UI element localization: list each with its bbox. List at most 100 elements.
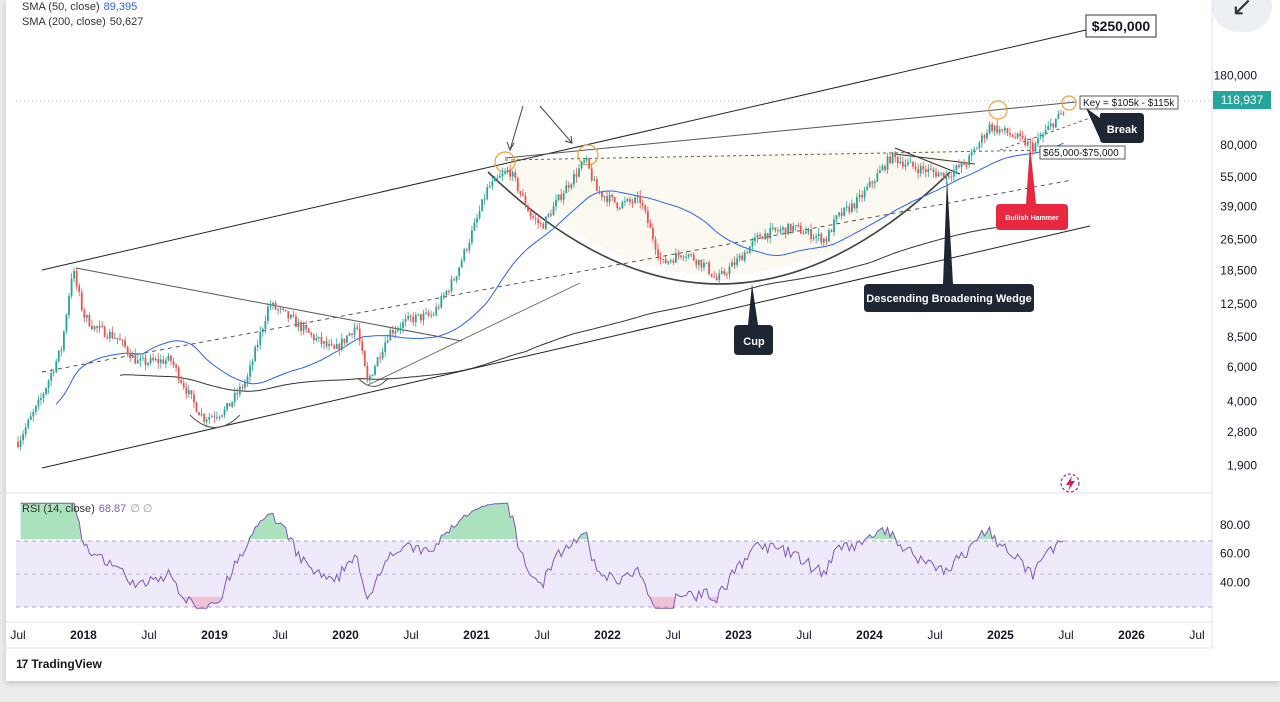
candle-body [170, 355, 172, 361]
candle-body [363, 350, 366, 367]
candle-body [1034, 143, 1037, 152]
candle-body [983, 135, 986, 139]
candle-body [509, 169, 512, 177]
candle-body [664, 258, 667, 264]
candle-body [32, 411, 35, 417]
candle-body [182, 382, 185, 388]
key-label: Key = $105k - $115k [1083, 98, 1175, 109]
candle-body [708, 262, 710, 274]
candle-body [473, 222, 476, 231]
candle-body [437, 307, 440, 309]
candle-body [1006, 128, 1009, 134]
chart-canvas[interactable]: $250,000 Key = $105k - $115k Break $65,0… [6, 0, 1280, 681]
rsi-legend[interactable]: RSI (14, close) 68.87 ∅ ∅ [22, 502, 153, 515]
time-tick-label: 2020 [332, 628, 359, 642]
sma50-legend[interactable]: SMA (50, close) 89,395 [22, 1, 137, 13]
candle-body [863, 189, 866, 198]
candle-body [369, 376, 371, 381]
candle-body [952, 170, 955, 177]
candle-body [771, 227, 774, 229]
candle-body [1049, 123, 1052, 127]
price-tick-label: 180,000 [1214, 69, 1258, 83]
target-box [1085, 14, 1157, 38]
candle-body [404, 318, 407, 322]
candle-body [175, 365, 177, 368]
candle-body [613, 196, 616, 203]
candle-body [1019, 133, 1022, 137]
candle-body [726, 274, 728, 276]
candle-body [703, 262, 705, 268]
candle-body [297, 322, 300, 328]
candle-body [1044, 129, 1047, 135]
candle-body [121, 340, 124, 342]
candle-body [868, 181, 871, 187]
candle-body [567, 185, 570, 188]
candle-body [937, 173, 940, 177]
sma200-line [119, 218, 1064, 392]
candle-body [748, 246, 751, 254]
candle-body [422, 313, 425, 321]
candle-body [973, 149, 976, 153]
candle-body [922, 166, 925, 170]
candle-body [1060, 113, 1062, 115]
candle-body [598, 191, 601, 193]
candle-body [677, 253, 680, 256]
arrow-2-head [564, 135, 573, 144]
candle-body [797, 225, 800, 227]
bottom-bracket-2018 [189, 414, 241, 428]
sparkle-icon[interactable] [1060, 473, 1080, 493]
candle-body [98, 325, 101, 328]
candle-body [810, 229, 812, 240]
candle-body [195, 402, 198, 413]
price-axis[interactable]: 180,000 80,000 55,000 39,000 26,500 18,500 12,… [1214, 69, 1258, 473]
tradingview-brand[interactable]: 17 TradingView [16, 657, 102, 671]
candle-body [590, 168, 593, 181]
candle-body [942, 172, 945, 180]
candle-body [845, 206, 848, 208]
time-tick-label: Jul [141, 628, 156, 642]
candle-body [853, 203, 856, 209]
sma200-legend-value: 50,627 [109, 16, 144, 28]
candle-body [986, 132, 988, 139]
candle-body [445, 291, 448, 296]
candle-body [391, 330, 394, 334]
rsi-axis[interactable]: 80.00 60.00 40.00 [1220, 518, 1250, 590]
candle-body [417, 314, 420, 316]
candle-body [465, 249, 468, 251]
candle-body [85, 314, 88, 318]
candle-body [1011, 134, 1014, 137]
candle-body [764, 233, 767, 239]
candle-body [907, 162, 909, 165]
support-trendline [367, 282, 581, 386]
time-axis[interactable]: Jul 2018 Jul 2019 Jul 2020 Jul 2021 Jul 2022 Jul 20… [10, 628, 1204, 642]
candle-body [715, 276, 718, 281]
candle-body [351, 333, 353, 335]
candle-body [866, 186, 869, 190]
candle-body [114, 337, 116, 339]
candle-body [272, 302, 274, 306]
candle-body [249, 365, 251, 377]
candle-body [330, 343, 333, 346]
candle-body [427, 312, 430, 316]
candle-body [246, 376, 249, 383]
candle-body [955, 165, 958, 171]
price-tick-label: 1,900 [1227, 458, 1257, 472]
candle-body [267, 306, 269, 321]
candle-body [547, 214, 550, 217]
candle-body [24, 427, 27, 435]
candle-body [720, 270, 723, 274]
candle-body [514, 172, 517, 178]
candle-body [177, 367, 180, 380]
candle-body [27, 419, 30, 428]
candle-body [287, 311, 290, 319]
candle-body [904, 164, 907, 167]
candle-body [935, 171, 937, 177]
cup-shading [490, 148, 950, 275]
sma200-legend[interactable]: SMA (200, close) 50,627 [22, 16, 143, 28]
candle-body [690, 254, 693, 256]
candle-body [501, 173, 504, 176]
time-tick-label: 2018 [70, 628, 97, 642]
candle-body [1026, 141, 1029, 146]
candle-body [779, 229, 782, 232]
candle-body [40, 398, 42, 400]
